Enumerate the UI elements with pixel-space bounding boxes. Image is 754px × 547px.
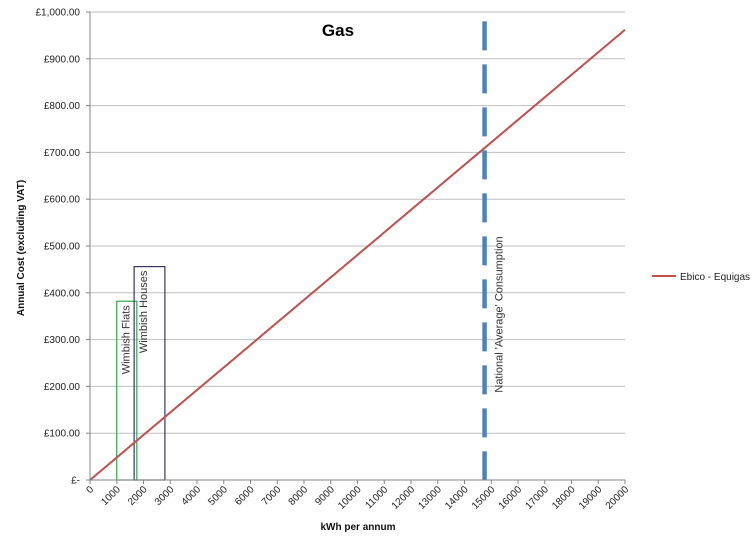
y-tick-label-400: £400.00 xyxy=(44,288,81,299)
x-tick-label-5000: 5000 xyxy=(206,484,230,508)
grid-lines xyxy=(90,11,625,434)
x-tick-label-11000: 11000 xyxy=(363,484,390,511)
box-label-0: Wimbish Flats xyxy=(121,305,133,375)
x-tick-label-16000: 16000 xyxy=(497,484,525,512)
x-tick-label-3000: 3000 xyxy=(153,484,177,508)
x-tick-label-15000: 15000 xyxy=(470,484,498,512)
x-tick-labels: 0 1000 2000 3000 4000 5000 6000 7000 8000 9000 100… xyxy=(84,484,631,512)
x-tick-label-18000: 18000 xyxy=(550,484,578,512)
x-tick-label-14000: 14000 xyxy=(443,484,471,512)
y-axis-title: Annual Cost (excluding VAT) xyxy=(16,180,27,316)
x-tick-label-1000: 1000 xyxy=(99,484,123,508)
x-tick-label-7000: 7000 xyxy=(260,484,284,508)
y-tick-label-0: £- xyxy=(71,476,80,487)
y-tick-label-100: £100.00 xyxy=(44,429,81,440)
average-consumption-label: National 'Average' Consumption xyxy=(494,236,506,392)
y-tick-label-900: £900.00 xyxy=(44,54,81,65)
average-consumption-marker: National 'Average' Consumption xyxy=(482,21,506,480)
series-lines xyxy=(89,29,626,481)
consumption-boxes: Wimbish Flats Wimbish Houses xyxy=(116,265,166,481)
y-tick-label-200: £200.00 xyxy=(44,382,81,393)
x-tick-label-17000: 17000 xyxy=(523,484,551,512)
legend: Ebico - Equigas xyxy=(652,272,750,283)
x-tick-label-0: 0 xyxy=(84,484,96,496)
y-tick-label-600: £600.00 xyxy=(44,195,81,206)
x-tick-label-9000: 9000 xyxy=(313,484,337,508)
x-tick-label-6000: 6000 xyxy=(233,484,257,508)
y-tick-label-500: £500.00 xyxy=(44,242,81,253)
axes xyxy=(86,11,626,484)
x-tick-label-4000: 4000 xyxy=(180,484,204,508)
x-tick-label-20000: 20000 xyxy=(604,484,632,512)
chart-title: Gas xyxy=(322,21,354,40)
x-tick-label-2000: 2000 xyxy=(126,484,150,508)
x-tick-label-12000: 12000 xyxy=(390,484,418,512)
box-label-1: Wimbish Houses xyxy=(138,270,150,353)
y-tick-labels: £- £100.00 £200.00 £300.00 £400.00 £500.00 £60… xyxy=(36,8,81,487)
x-tick-label-19000: 19000 xyxy=(577,484,605,512)
y-tick-label-1000: £1,000.00 xyxy=(36,8,81,19)
x-axis-title: kWh per annum xyxy=(320,522,395,533)
series-line-0 xyxy=(89,29,626,481)
x-tick-label-10000: 10000 xyxy=(336,484,364,512)
legend-label-ebico-equigas: Ebico - Equigas xyxy=(680,272,750,283)
x-tick-label-8000: 8000 xyxy=(287,484,311,508)
x-tick-label-13000: 13000 xyxy=(416,484,444,512)
y-tick-label-700: £700.00 xyxy=(44,148,81,159)
y-tick-label-800: £800.00 xyxy=(44,101,81,112)
y-tick-label-300: £300.00 xyxy=(44,335,81,346)
